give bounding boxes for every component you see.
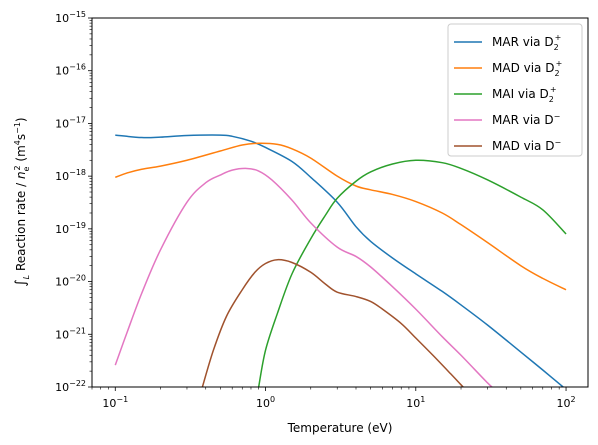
x-tick-label: 10−1	[102, 395, 128, 410]
x-tick-base: 10	[406, 397, 420, 410]
x-axis: 10−1 100 101 102	[91, 387, 576, 410]
legend-label-sup: −	[554, 112, 561, 121]
y-tick-label: 10−19	[55, 221, 86, 236]
ylabel-unit-close: )	[14, 117, 28, 122]
y-tick-exponent: −21	[69, 326, 86, 335]
ylabel-unit-exp-m: 4	[13, 140, 22, 145]
integral-sign: ∫	[13, 279, 29, 286]
series-line-3	[257, 159, 567, 387]
y-tick-exponent: −19	[69, 221, 86, 230]
legend-label-sup: +	[556, 59, 563, 68]
x-tick-exponent: 2	[570, 395, 575, 404]
x-tick-label: 102	[556, 395, 575, 410]
ylabel-unit-exp-s: −1	[13, 122, 22, 134]
y-tick-label: 10−18	[55, 168, 86, 183]
legend-label: MAR via D−	[492, 112, 560, 127]
y-tick-exponent: −16	[69, 63, 86, 72]
integral-subscript: L	[22, 275, 31, 279]
x-tick-base: 10	[102, 397, 116, 410]
y-tick-base: 10	[55, 170, 69, 183]
series-line-5	[201, 258, 465, 387]
x-tick-exponent: 1	[420, 395, 425, 404]
legend: MAR via D2+MAD via D2+MAI via D2+MAR via…	[447, 23, 583, 157]
y-tick-label: 10−20	[55, 274, 86, 289]
legend-label-main: MAR via D	[492, 113, 554, 127]
ylabel-density: n	[14, 171, 28, 179]
legend-label-sub: 2	[554, 43, 559, 52]
legend-label-sup: −	[554, 138, 561, 147]
x-tick-exponent: −1	[116, 395, 128, 404]
legend-label-main: MAD via D	[492, 61, 554, 75]
legend-label-sub: 2	[554, 69, 559, 78]
y-tick-base: 10	[55, 381, 69, 394]
legend-label-sup: +	[555, 33, 562, 42]
legend-label-sub: 2	[549, 95, 554, 104]
x-axis-title: Temperature (eV)	[287, 421, 393, 435]
legend-label: MAR via D2+	[492, 33, 561, 52]
y-tick-label: 10−22	[55, 379, 86, 394]
y-tick-exponent: −22	[69, 379, 86, 388]
legend-label-main: MAI via D	[492, 87, 549, 101]
legend-label: MAD via D2+	[492, 59, 562, 78]
legend-label: MAI via D2+	[492, 85, 557, 104]
x-tick-label: 100	[256, 395, 275, 410]
legend-label-main: MAR via D	[492, 35, 554, 49]
y-tick-base: 10	[55, 65, 69, 78]
y-tick-label: 10−21	[55, 326, 86, 341]
legend-label: MAD via D−	[492, 138, 561, 153]
series-line-1	[115, 134, 565, 387]
y-tick-label: 10−15	[55, 10, 86, 25]
y-tick-exponent: −20	[69, 274, 86, 283]
y-axis-title-text: ∫L Reaction rate / ne2 (m4s−1)	[13, 117, 31, 286]
y-tick-base: 10	[55, 276, 69, 289]
ylabel-text: Reaction rate /	[14, 179, 28, 275]
ylabel-density-sup: 2	[13, 165, 22, 170]
legend-label-sup: +	[550, 85, 557, 94]
legend-label-main: MAD via D	[492, 139, 554, 153]
x-tick-label: 101	[406, 395, 425, 410]
y-tick-base: 10	[55, 12, 69, 25]
ylabel-unit-open: (m	[14, 145, 28, 165]
ylabel-density-sub: e	[22, 166, 31, 171]
y-tick-exponent: −15	[69, 10, 86, 19]
y-tick-label: 10−17	[55, 115, 86, 130]
x-tick-base: 10	[256, 397, 270, 410]
y-axis-title: ∫L Reaction rate / ne2 (m4s−1)	[13, 117, 31, 286]
y-tick-exponent: −18	[69, 168, 86, 177]
series-layer	[114, 134, 567, 387]
plot-frame	[91, 17, 589, 388]
x-tick-exponent: 0	[270, 395, 275, 404]
series-line-2	[115, 142, 567, 291]
series-line-4	[114, 167, 494, 387]
legend-frame	[447, 23, 583, 157]
x-tick-base: 10	[556, 397, 570, 410]
y-tick-label: 10−16	[55, 63, 86, 78]
ylabel-unit-s: s	[14, 134, 28, 140]
y-tick-base: 10	[55, 117, 69, 130]
y-tick-base: 10	[55, 223, 69, 236]
y-tick-base: 10	[55, 328, 69, 341]
y-tick-exponent: −17	[69, 115, 86, 124]
